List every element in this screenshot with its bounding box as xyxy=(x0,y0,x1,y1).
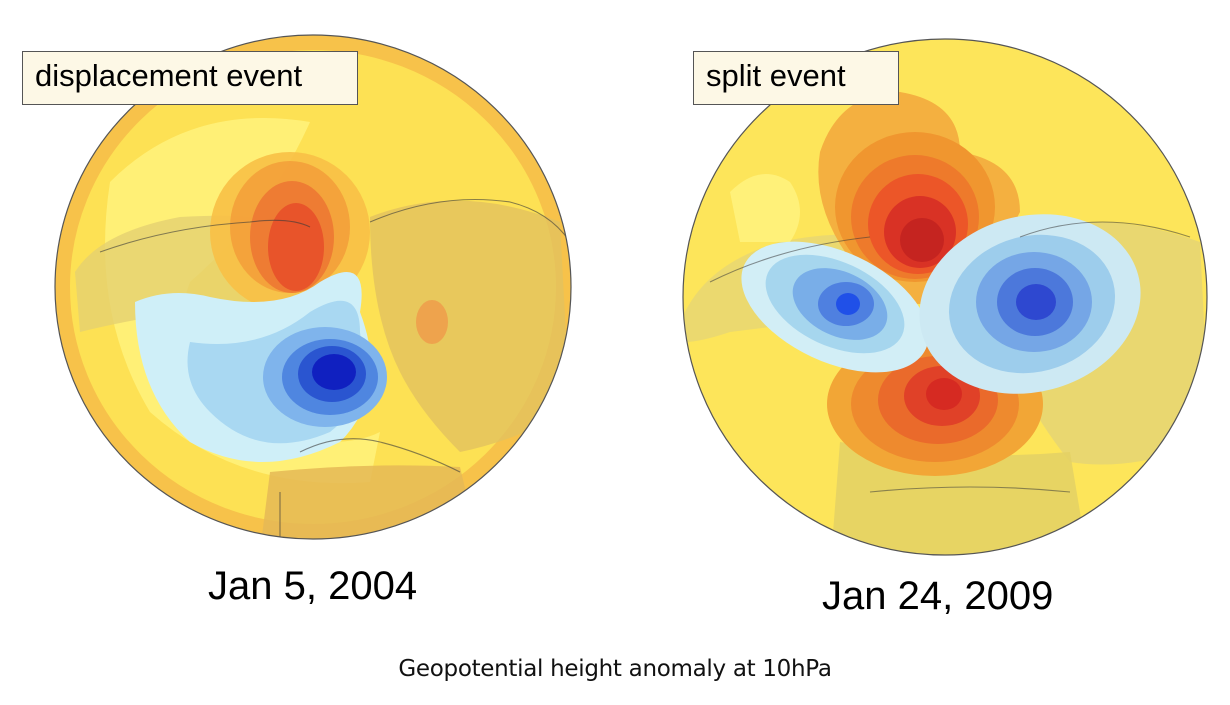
land-africa xyxy=(830,442,1090,555)
figure-caption: Geopotential height anomaly at 10hPa xyxy=(398,656,832,682)
map-border xyxy=(54,34,572,540)
warm-anomaly-north xyxy=(818,92,1020,304)
warm-anomaly xyxy=(210,152,370,312)
date-label-split: Jan 24, 2009 xyxy=(822,574,1054,618)
land-eurasia xyxy=(370,200,570,452)
map-border xyxy=(682,38,1208,556)
polar-map-displacement xyxy=(54,34,572,540)
cold-anomaly-east xyxy=(919,214,1141,394)
cold-anomaly xyxy=(135,272,387,462)
date-label-displacement: Jan 5, 2004 xyxy=(208,564,418,608)
polar-map-split xyxy=(682,38,1208,556)
panel-label-displacement: displacement event xyxy=(22,51,358,105)
land-africa xyxy=(260,465,480,539)
panel-label-split: split event xyxy=(693,51,899,105)
cold-anomaly-west xyxy=(741,241,929,373)
